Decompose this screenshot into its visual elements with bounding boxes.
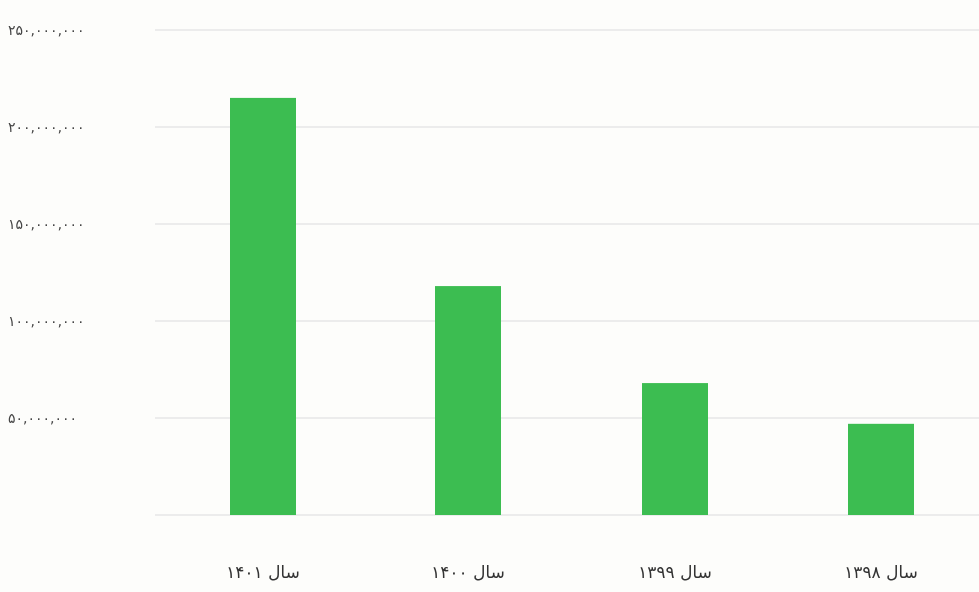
y-tick-label: ۱۰۰,۰۰۰,۰۰۰ xyxy=(8,314,85,330)
bar-layer xyxy=(230,97,914,516)
y-tick-label: ۲۵۰,۰۰۰,۰۰۰ xyxy=(8,23,85,39)
bar xyxy=(642,383,708,515)
x-category-label: سال ۱۳۹۹ xyxy=(638,563,712,583)
bar xyxy=(435,286,501,515)
bar xyxy=(848,423,914,515)
x-axis-category-labels: سال ۱۴۰۱ سال ۱۴۰۰ سال ۱۳۹۹ سال ۱۳۹۸ xyxy=(226,563,918,583)
bar xyxy=(230,97,296,516)
y-tick-label: ۱۵۰,۰۰۰,۰۰۰ xyxy=(8,217,85,233)
x-category-label: سال ۱۳۹۸ xyxy=(844,563,918,583)
y-tick-label: ۵۰,۰۰۰,۰۰۰ xyxy=(8,411,77,427)
y-tick-label: ۲۰۰,۰۰۰,۰۰۰ xyxy=(8,120,85,136)
x-category-label: سال ۱۴۰۱ xyxy=(226,563,300,583)
x-category-label: سال ۱۴۰۰ xyxy=(431,563,505,583)
y-axis-tick-labels: ۵۰,۰۰۰,۰۰۰ ۱۰۰,۰۰۰,۰۰۰ ۱۵۰,۰۰۰,۰۰۰ ۲۰۰,۰۰۰,… xyxy=(8,23,85,427)
